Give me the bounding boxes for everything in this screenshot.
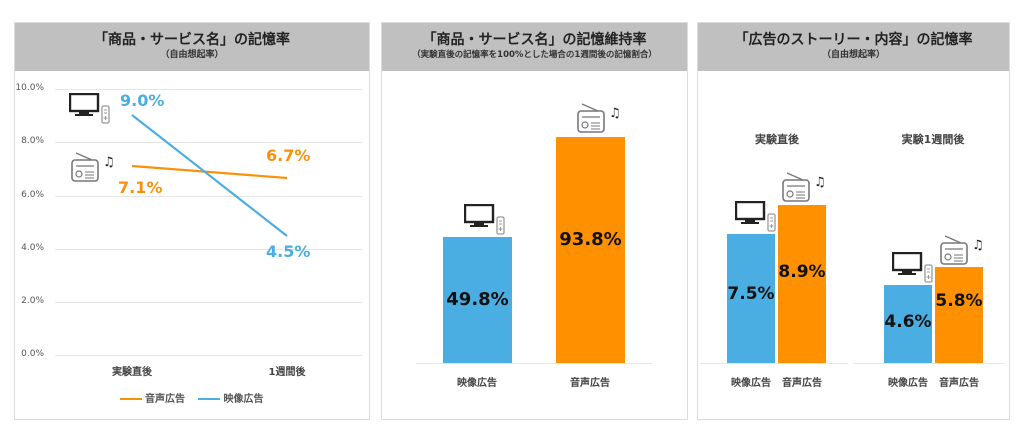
bar-video-1week: 4.6% bbox=[884, 285, 932, 363]
data-label-audio-0: 7.1% bbox=[118, 178, 163, 197]
y-tick: 10.0% bbox=[15, 83, 44, 93]
group-title: 実験直後 bbox=[755, 133, 799, 146]
panel-subtitle: （実験直後の記憶率を100%とした場合の1週間後の記憶割合） bbox=[412, 50, 657, 60]
gridline bbox=[55, 89, 362, 90]
panel-name-retention-rate: 「商品・サービス名」の記憶維持率 （実験直後の記憶率を100%とした場合の1週間… bbox=[381, 22, 688, 420]
gridline bbox=[55, 302, 362, 303]
gridline bbox=[55, 196, 362, 197]
radio-with-music-note-icon: ♫ bbox=[576, 102, 628, 134]
y-tick: 2.0% bbox=[21, 296, 44, 306]
x-category: 映像広告 bbox=[888, 378, 928, 389]
y-tick: 0.0% bbox=[21, 349, 44, 359]
bar-value-label: 49.8% bbox=[446, 289, 509, 310]
legend-item-video: 映像広告 bbox=[198, 394, 263, 405]
baseline bbox=[700, 363, 848, 364]
baseline bbox=[853, 363, 1005, 364]
gridline bbox=[55, 142, 362, 143]
gridline bbox=[55, 249, 362, 250]
radio-with-music-note-icon: ♫ bbox=[939, 234, 991, 266]
svg-text:♫: ♫ bbox=[609, 106, 621, 121]
panel-title: 「商品・サービス名」の記憶維持率 bbox=[422, 32, 647, 48]
radio-with-music-note-icon: ♫ bbox=[781, 171, 833, 203]
y-tick: 8.0% bbox=[21, 136, 44, 146]
bar-value-label: 7.5% bbox=[727, 284, 775, 304]
legend-item-audio: 音声広告 bbox=[120, 394, 185, 405]
series-line-audio bbox=[131, 164, 288, 180]
panel-title: 「広告のストーリー・内容」の記憶率 bbox=[734, 32, 973, 48]
tv-with-remote-icon bbox=[892, 252, 936, 284]
bar-video: 49.8% bbox=[443, 237, 512, 363]
x-category: 1週間後 bbox=[268, 367, 306, 378]
x-category: 音声広告 bbox=[939, 378, 979, 389]
bar-video-immediate: 7.5% bbox=[727, 234, 775, 363]
gridline bbox=[55, 355, 362, 356]
data-label-video-1: 4.5% bbox=[266, 242, 311, 261]
bar-audio-immediate: 8.9% bbox=[778, 205, 826, 363]
svg-text:♫: ♫ bbox=[972, 238, 984, 253]
x-category: 実験直後 bbox=[112, 367, 152, 378]
baseline bbox=[416, 363, 652, 364]
panel-name-recall-rate: 「商品・サービス名」の記憶率 （自由想起率） bbox=[14, 22, 370, 420]
tv-with-remote-icon bbox=[69, 93, 113, 125]
bar-value-label: 4.6% bbox=[884, 312, 932, 332]
bar-value-label: 5.8% bbox=[935, 291, 983, 311]
panel-title: 「商品・サービス名」の記憶率 bbox=[94, 32, 290, 48]
panel-subtitle: （自由想起率） bbox=[160, 50, 224, 60]
svg-text:♫: ♫ bbox=[814, 175, 826, 190]
panel-subtitle: （自由想起率） bbox=[821, 50, 885, 60]
y-tick: 4.0% bbox=[21, 243, 44, 253]
radio-with-music-note-icon: ♫ bbox=[70, 151, 122, 183]
x-category: 音声広告 bbox=[570, 378, 610, 389]
panel-header: 「商品・サービス名」の記憶率 （自由想起率） bbox=[15, 23, 369, 71]
tv-with-remote-icon bbox=[735, 201, 779, 233]
bar-audio-1week: 5.8% bbox=[935, 267, 983, 363]
y-tick: 6.0% bbox=[21, 190, 44, 200]
bar-value-label: 93.8% bbox=[559, 229, 622, 250]
panel-header: 「広告のストーリー・内容」の記憶率 （自由想起率） bbox=[698, 23, 1009, 71]
bar-value-label: 8.9% bbox=[778, 262, 826, 282]
data-label-audio-1: 6.7% bbox=[266, 146, 311, 165]
panel-header: 「商品・サービス名」の記憶維持率 （実験直後の記憶率を100%とした場合の1週間… bbox=[382, 23, 687, 71]
group-title: 実験1週間後 bbox=[901, 133, 965, 146]
x-category: 映像広告 bbox=[731, 378, 771, 389]
data-label-video-0: 9.0% bbox=[120, 91, 165, 110]
x-category: 映像広告 bbox=[457, 378, 497, 389]
x-category: 音声広告 bbox=[782, 378, 822, 389]
svg-text:♫: ♫ bbox=[103, 155, 115, 170]
tv-with-remote-icon bbox=[464, 204, 508, 236]
series-line-video bbox=[131, 114, 288, 237]
bar-audio: 93.8% bbox=[556, 137, 625, 363]
legend: 音声広告 映像広告 bbox=[120, 390, 263, 405]
